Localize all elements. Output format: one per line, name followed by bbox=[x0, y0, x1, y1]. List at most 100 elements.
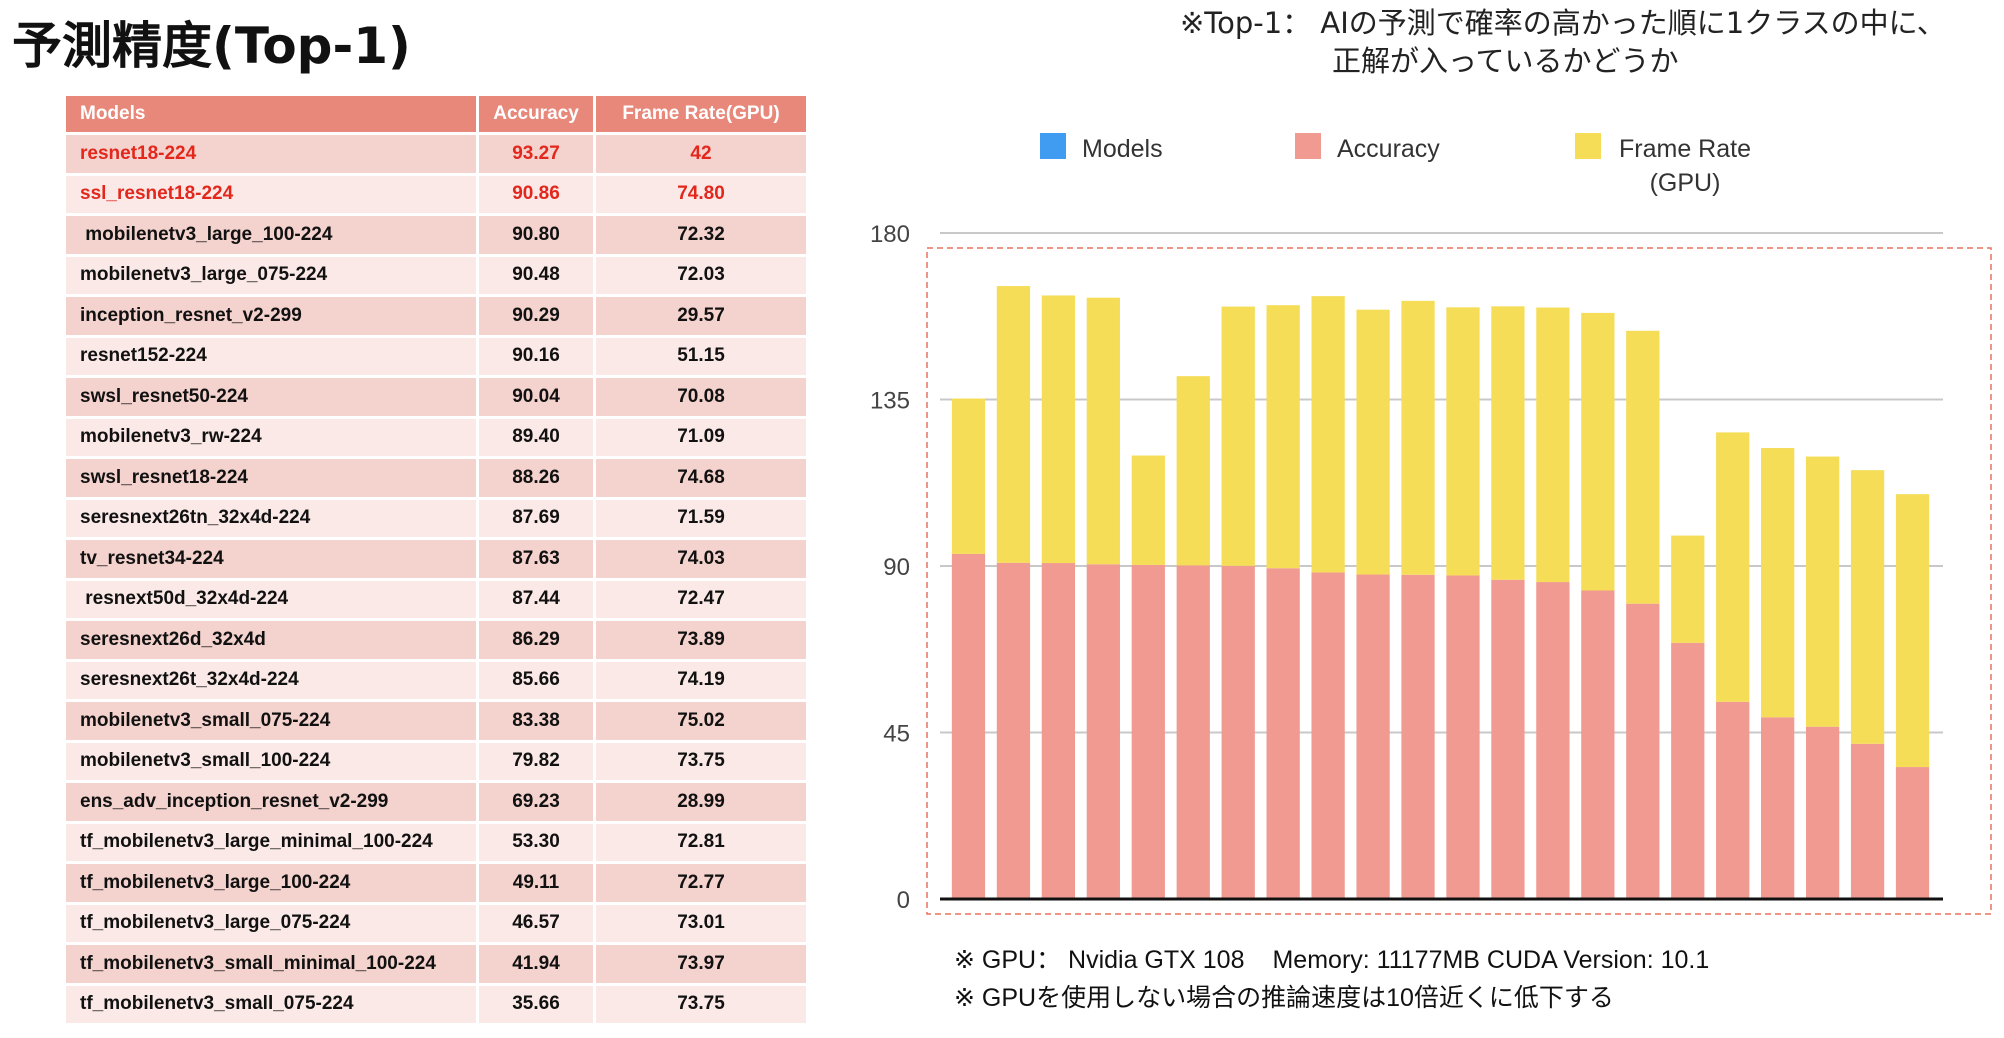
cell-accuracy: 35.66 bbox=[477, 982, 596, 1023]
cell-model: swsl_resnet50-224 bbox=[66, 375, 479, 417]
bar-accuracy bbox=[1401, 574, 1435, 899]
cell-frame-rate: 28.99 bbox=[594, 780, 809, 822]
cell-model: resnet152-224 bbox=[66, 334, 479, 377]
table-row: seresnext26tn_32x4d-224 87.69 71.59 bbox=[66, 496, 809, 539]
cell-frame-rate: 72.81 bbox=[594, 820, 809, 863]
plot-frame bbox=[926, 247, 1992, 915]
cell-accuracy: 88.26 bbox=[477, 456, 596, 498]
legend-label: Models bbox=[1082, 135, 1163, 163]
cell-frame-rate: 73.97 bbox=[594, 942, 809, 984]
bar-accuracy bbox=[1671, 642, 1705, 899]
note-line-2: 正解が入っているかどうか bbox=[1332, 44, 1679, 78]
cell-model: tf_mobilenetv3_large_100-224 bbox=[66, 861, 479, 903]
cell-accuracy: 93.27 bbox=[477, 132, 596, 174]
table-row: mobilenetv3_small_075-224 83.38 75.02 bbox=[66, 699, 809, 741]
cell-model: tv_resnet34-224 bbox=[66, 537, 479, 579]
cell-model: mobilenetv3_large_100-224 bbox=[66, 213, 479, 255]
cell-model: mobilenetv3_small_100-224 bbox=[66, 739, 479, 782]
bar-accuracy bbox=[1356, 574, 1390, 899]
cell-frame-rate: 42 bbox=[594, 132, 809, 174]
bar-frame-rate bbox=[1895, 494, 1930, 768]
table-row: resnext50d_32x4d-224 87.44 72.47 bbox=[66, 577, 809, 620]
table-row: ssl_resnet18-224 90.86 74.80 bbox=[66, 172, 809, 215]
cell-model: swsl_resnet18-224 bbox=[66, 456, 479, 498]
y-tick-label: 135 bbox=[870, 388, 910, 415]
bar-frame-rate bbox=[1221, 306, 1255, 566]
cell-model: seresnext26d_32x4d bbox=[66, 618, 479, 660]
bar-accuracy bbox=[1536, 582, 1570, 899]
legend-swatch bbox=[1040, 133, 1066, 159]
bar-accuracy bbox=[1850, 743, 1885, 899]
cell-accuracy: 83.38 bbox=[477, 699, 596, 741]
bar-accuracy bbox=[1176, 565, 1210, 899]
results-table: Models Accuracy Frame Rate(GPU) resnet18… bbox=[66, 96, 809, 1023]
table-row: mobilenetv3_rw-224 89.40 71.09 bbox=[66, 415, 809, 458]
cell-frame-rate: 72.77 bbox=[594, 861, 809, 903]
header-models: Models bbox=[66, 96, 479, 134]
cell-model: resnet18-224 bbox=[66, 132, 479, 174]
table-row: mobilenetv3_large_075-224 90.48 72.03 bbox=[66, 253, 809, 296]
cell-accuracy: 90.86 bbox=[477, 172, 596, 215]
cell-accuracy: 69.23 bbox=[477, 780, 596, 822]
bar-accuracy bbox=[1491, 579, 1525, 899]
cell-frame-rate: 73.75 bbox=[594, 739, 809, 782]
table-row: resnet18-224 93.27 42 bbox=[66, 132, 809, 174]
cell-accuracy: 90.80 bbox=[477, 213, 596, 255]
bar-frame-rate bbox=[1446, 307, 1480, 576]
table-row: tf_mobilenetv3_small_minimal_100-224 41.9… bbox=[66, 942, 809, 984]
bar-frame-rate bbox=[1356, 309, 1390, 575]
cell-frame-rate: 72.03 bbox=[594, 253, 809, 296]
cell-accuracy: 87.69 bbox=[477, 496, 596, 539]
y-tick-label: 45 bbox=[883, 721, 910, 748]
cell-frame-rate: 75.02 bbox=[594, 699, 809, 741]
bar-accuracy bbox=[1266, 568, 1300, 899]
cell-frame-rate: 71.09 bbox=[594, 415, 809, 458]
cell-model: seresnext26tn_32x4d-224 bbox=[66, 496, 479, 539]
bar-frame-rate bbox=[1041, 295, 1076, 564]
cell-model: tf_mobilenetv3_large_075-224 bbox=[66, 901, 479, 944]
cell-accuracy: 46.57 bbox=[477, 901, 596, 944]
cell-frame-rate: 29.57 bbox=[594, 294, 809, 336]
cell-frame-rate: 73.01 bbox=[594, 901, 809, 944]
bar-frame-rate bbox=[1761, 448, 1795, 718]
table-row: seresnext26d_32x4d 86.29 73.89 bbox=[66, 618, 809, 660]
bar-accuracy bbox=[1131, 564, 1165, 899]
cell-frame-rate: 74.80 bbox=[594, 172, 809, 215]
top1-note: ※Top-1： AIの予測で確率の高かった順に1クラスの中に、 正解が入っている… bbox=[1180, 4, 2000, 80]
cell-frame-rate: 74.03 bbox=[594, 537, 809, 579]
cell-frame-rate: 72.47 bbox=[594, 577, 809, 620]
table-header-row: Models Accuracy Frame Rate(GPU) bbox=[66, 96, 809, 134]
cell-accuracy: 41.94 bbox=[477, 942, 596, 984]
table-row: tf_mobilenetv3_large_100-224 49.11 72.77 bbox=[66, 861, 809, 903]
cell-model: tf_mobilenetv3_small_075-224 bbox=[66, 982, 479, 1023]
bar-accuracy bbox=[1086, 564, 1120, 899]
bar-frame-rate bbox=[996, 286, 1031, 563]
bar-accuracy bbox=[1581, 590, 1615, 899]
cell-model: ens_adv_inception_resnet_v2-299 bbox=[66, 780, 479, 822]
bar-frame-rate bbox=[1401, 300, 1435, 575]
cell-model: tf_mobilenetv3_small_minimal_100-224 bbox=[66, 942, 479, 984]
table-row: tf_mobilenetv3_large_minimal_100-224 53.3… bbox=[66, 820, 809, 863]
bar-accuracy bbox=[1311, 572, 1345, 899]
cell-model: seresnext26t_32x4d-224 bbox=[66, 658, 479, 701]
cell-model: tf_mobilenetv3_large_minimal_100-224 bbox=[66, 820, 479, 863]
cell-model: mobilenetv3_large_075-224 bbox=[66, 253, 479, 296]
table-row: tv_resnet34-224 87.63 74.03 bbox=[66, 537, 809, 579]
bar-frame-rate bbox=[1086, 297, 1120, 565]
bar-frame-rate bbox=[1311, 296, 1345, 573]
cell-accuracy: 90.16 bbox=[477, 334, 596, 377]
cell-frame-rate: 51.15 bbox=[594, 334, 809, 377]
bar-accuracy bbox=[1805, 726, 1840, 899]
bar-frame-rate bbox=[1581, 312, 1615, 591]
y-tick-label: 90 bbox=[883, 554, 910, 581]
bar-accuracy bbox=[1895, 767, 1930, 899]
table-row: mobilenetv3_small_100-224 79.82 73.75 bbox=[66, 739, 809, 782]
cell-accuracy: 53.30 bbox=[477, 820, 596, 863]
cell-accuracy: 90.04 bbox=[477, 375, 596, 417]
bar-frame-rate bbox=[1671, 535, 1705, 643]
table-row: tf_mobilenetv3_small_075-224 35.66 73.75 bbox=[66, 982, 809, 1023]
footnote-gpu-name: ※ GPU： Nvidia GTX 108 bbox=[954, 946, 1245, 974]
note-line-1: ※Top-1： AIの予測で確率の高かった順に1クラスの中に、 bbox=[1180, 6, 1946, 40]
cell-accuracy: 86.29 bbox=[477, 618, 596, 660]
footnote-gpu: ※ GPU： Nvidia GTX 108 Memory: 11177MB CUD… bbox=[954, 940, 1737, 976]
